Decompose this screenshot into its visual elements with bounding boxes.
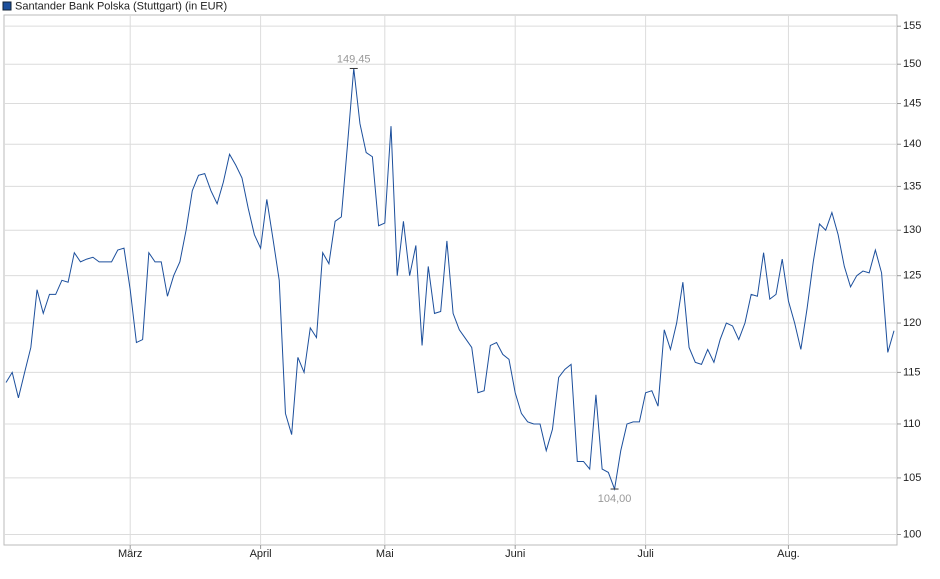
y-tick-label: 145 xyxy=(903,97,921,109)
x-tick-label: Aug. xyxy=(777,548,800,560)
y-tick-label: 120 xyxy=(903,317,921,329)
y-tick-label: 100 xyxy=(903,528,921,540)
x-tick-label: Juni xyxy=(505,548,525,560)
plot-frame xyxy=(3,14,898,546)
y-tick-label: 105 xyxy=(903,472,921,484)
price-line xyxy=(5,68,895,491)
x-tick-label: Mai xyxy=(376,548,394,560)
y-tick-label: 135 xyxy=(903,180,921,192)
x-tick-label: Juli xyxy=(637,548,654,560)
value-label: 104,00 xyxy=(598,493,632,505)
y-tick-label: 150 xyxy=(903,58,921,70)
y-tick-label: 155 xyxy=(903,20,921,32)
value-label: 149,45 xyxy=(337,53,371,65)
y-tick-label: 125 xyxy=(903,270,921,282)
legend-swatch xyxy=(2,1,12,11)
x-tick-label: März xyxy=(118,548,142,560)
y-tick-label: 110 xyxy=(903,418,921,430)
y-tick-label: 140 xyxy=(903,138,921,150)
x-tick-label: April xyxy=(250,548,272,560)
y-tick-label: 115 xyxy=(903,366,921,378)
legend-label: Santander Bank Polska (Stuttgart) (in EU… xyxy=(15,0,227,12)
y-tick-label: 130 xyxy=(903,224,921,236)
